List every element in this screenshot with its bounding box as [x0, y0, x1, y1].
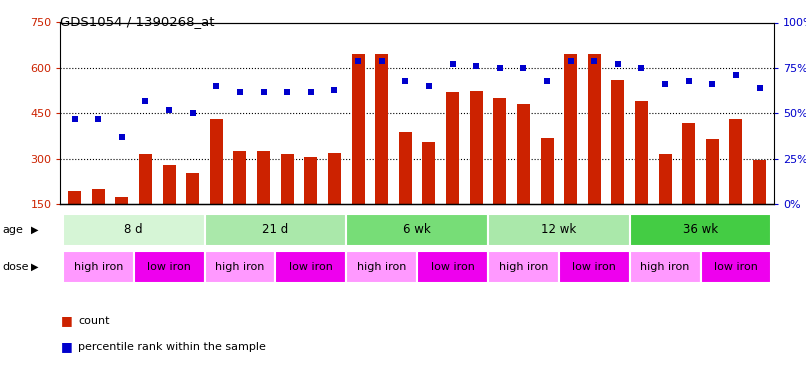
Bar	[559, 251, 629, 283]
Point	[588, 58, 600, 64]
Text: ■: ■	[60, 314, 73, 327]
Text: high iron: high iron	[73, 262, 123, 272]
Point	[753, 85, 766, 91]
Bar	[163, 165, 176, 204]
Point	[92, 116, 105, 122]
Bar	[682, 123, 696, 204]
Text: ▶: ▶	[31, 262, 38, 272]
Bar	[635, 101, 648, 204]
Bar	[115, 197, 128, 204]
Text: high iron: high iron	[357, 262, 406, 272]
Bar	[422, 142, 435, 204]
Text: low iron: low iron	[147, 262, 191, 272]
Bar	[234, 152, 247, 204]
Bar	[69, 191, 81, 204]
Point	[69, 116, 81, 122]
Bar	[700, 251, 771, 283]
Text: dose: dose	[2, 262, 29, 272]
Bar	[375, 54, 388, 204]
Text: low iron: low iron	[572, 262, 617, 272]
Point	[186, 110, 199, 116]
Point	[257, 88, 270, 94]
Point	[351, 58, 364, 64]
Bar	[276, 251, 347, 283]
Text: 12 wk: 12 wk	[541, 223, 576, 236]
Text: 21 d: 21 d	[262, 223, 289, 236]
Bar	[205, 214, 347, 246]
Text: ▶: ▶	[31, 225, 38, 235]
Point	[493, 65, 506, 71]
Bar	[63, 214, 205, 246]
Bar	[706, 139, 719, 204]
Point	[399, 78, 412, 84]
Bar	[305, 158, 318, 204]
Text: low iron: low iron	[289, 262, 333, 272]
Text: GDS1054 / 1390268_at: GDS1054 / 1390268_at	[60, 15, 215, 28]
Text: low iron: low iron	[430, 262, 475, 272]
Point	[376, 58, 388, 64]
Point	[612, 62, 625, 68]
Bar	[399, 132, 412, 204]
Point	[305, 88, 318, 94]
Bar	[347, 251, 417, 283]
Bar	[629, 251, 700, 283]
Bar	[186, 172, 199, 204]
Point	[328, 87, 341, 93]
Bar	[63, 251, 134, 283]
Bar	[564, 54, 577, 204]
Point	[683, 78, 696, 84]
Text: low iron: low iron	[714, 262, 758, 272]
Bar	[753, 160, 766, 204]
Bar	[659, 154, 671, 204]
Bar	[612, 80, 625, 204]
Text: count: count	[78, 316, 110, 326]
Point	[210, 83, 222, 89]
Text: ■: ■	[60, 340, 73, 353]
Bar	[588, 54, 600, 204]
Point	[706, 81, 719, 87]
Bar	[257, 152, 270, 204]
Point	[422, 83, 435, 89]
Bar	[347, 214, 488, 246]
Bar	[470, 91, 483, 204]
Bar	[417, 251, 488, 283]
Text: high iron: high iron	[215, 262, 264, 272]
Bar	[134, 251, 205, 283]
Bar	[488, 214, 629, 246]
Bar	[92, 189, 105, 204]
Point	[635, 65, 648, 71]
Point	[163, 107, 176, 113]
Point	[541, 78, 554, 84]
Bar	[488, 251, 559, 283]
Text: 36 wk: 36 wk	[683, 223, 718, 236]
Point	[139, 98, 152, 104]
Text: high iron: high iron	[641, 262, 690, 272]
Text: percentile rank within the sample: percentile rank within the sample	[78, 342, 266, 352]
Point	[729, 72, 742, 78]
Bar	[139, 154, 152, 204]
Point	[115, 134, 128, 140]
Bar	[541, 138, 554, 204]
Text: 8 d: 8 d	[124, 223, 143, 236]
Bar	[205, 251, 276, 283]
Point	[517, 65, 530, 71]
Bar	[493, 98, 506, 204]
Bar	[210, 120, 222, 204]
Point	[659, 81, 671, 87]
Text: 6 wk: 6 wk	[403, 223, 431, 236]
Bar	[446, 92, 459, 204]
Bar	[629, 214, 771, 246]
Bar	[729, 120, 742, 204]
Point	[564, 58, 577, 64]
Bar	[280, 154, 293, 204]
Point	[234, 88, 247, 94]
Bar	[328, 153, 341, 204]
Bar	[517, 104, 530, 204]
Point	[280, 88, 293, 94]
Text: high iron: high iron	[499, 262, 548, 272]
Text: age: age	[2, 225, 23, 235]
Point	[446, 62, 459, 68]
Bar	[351, 54, 364, 204]
Point	[470, 63, 483, 69]
